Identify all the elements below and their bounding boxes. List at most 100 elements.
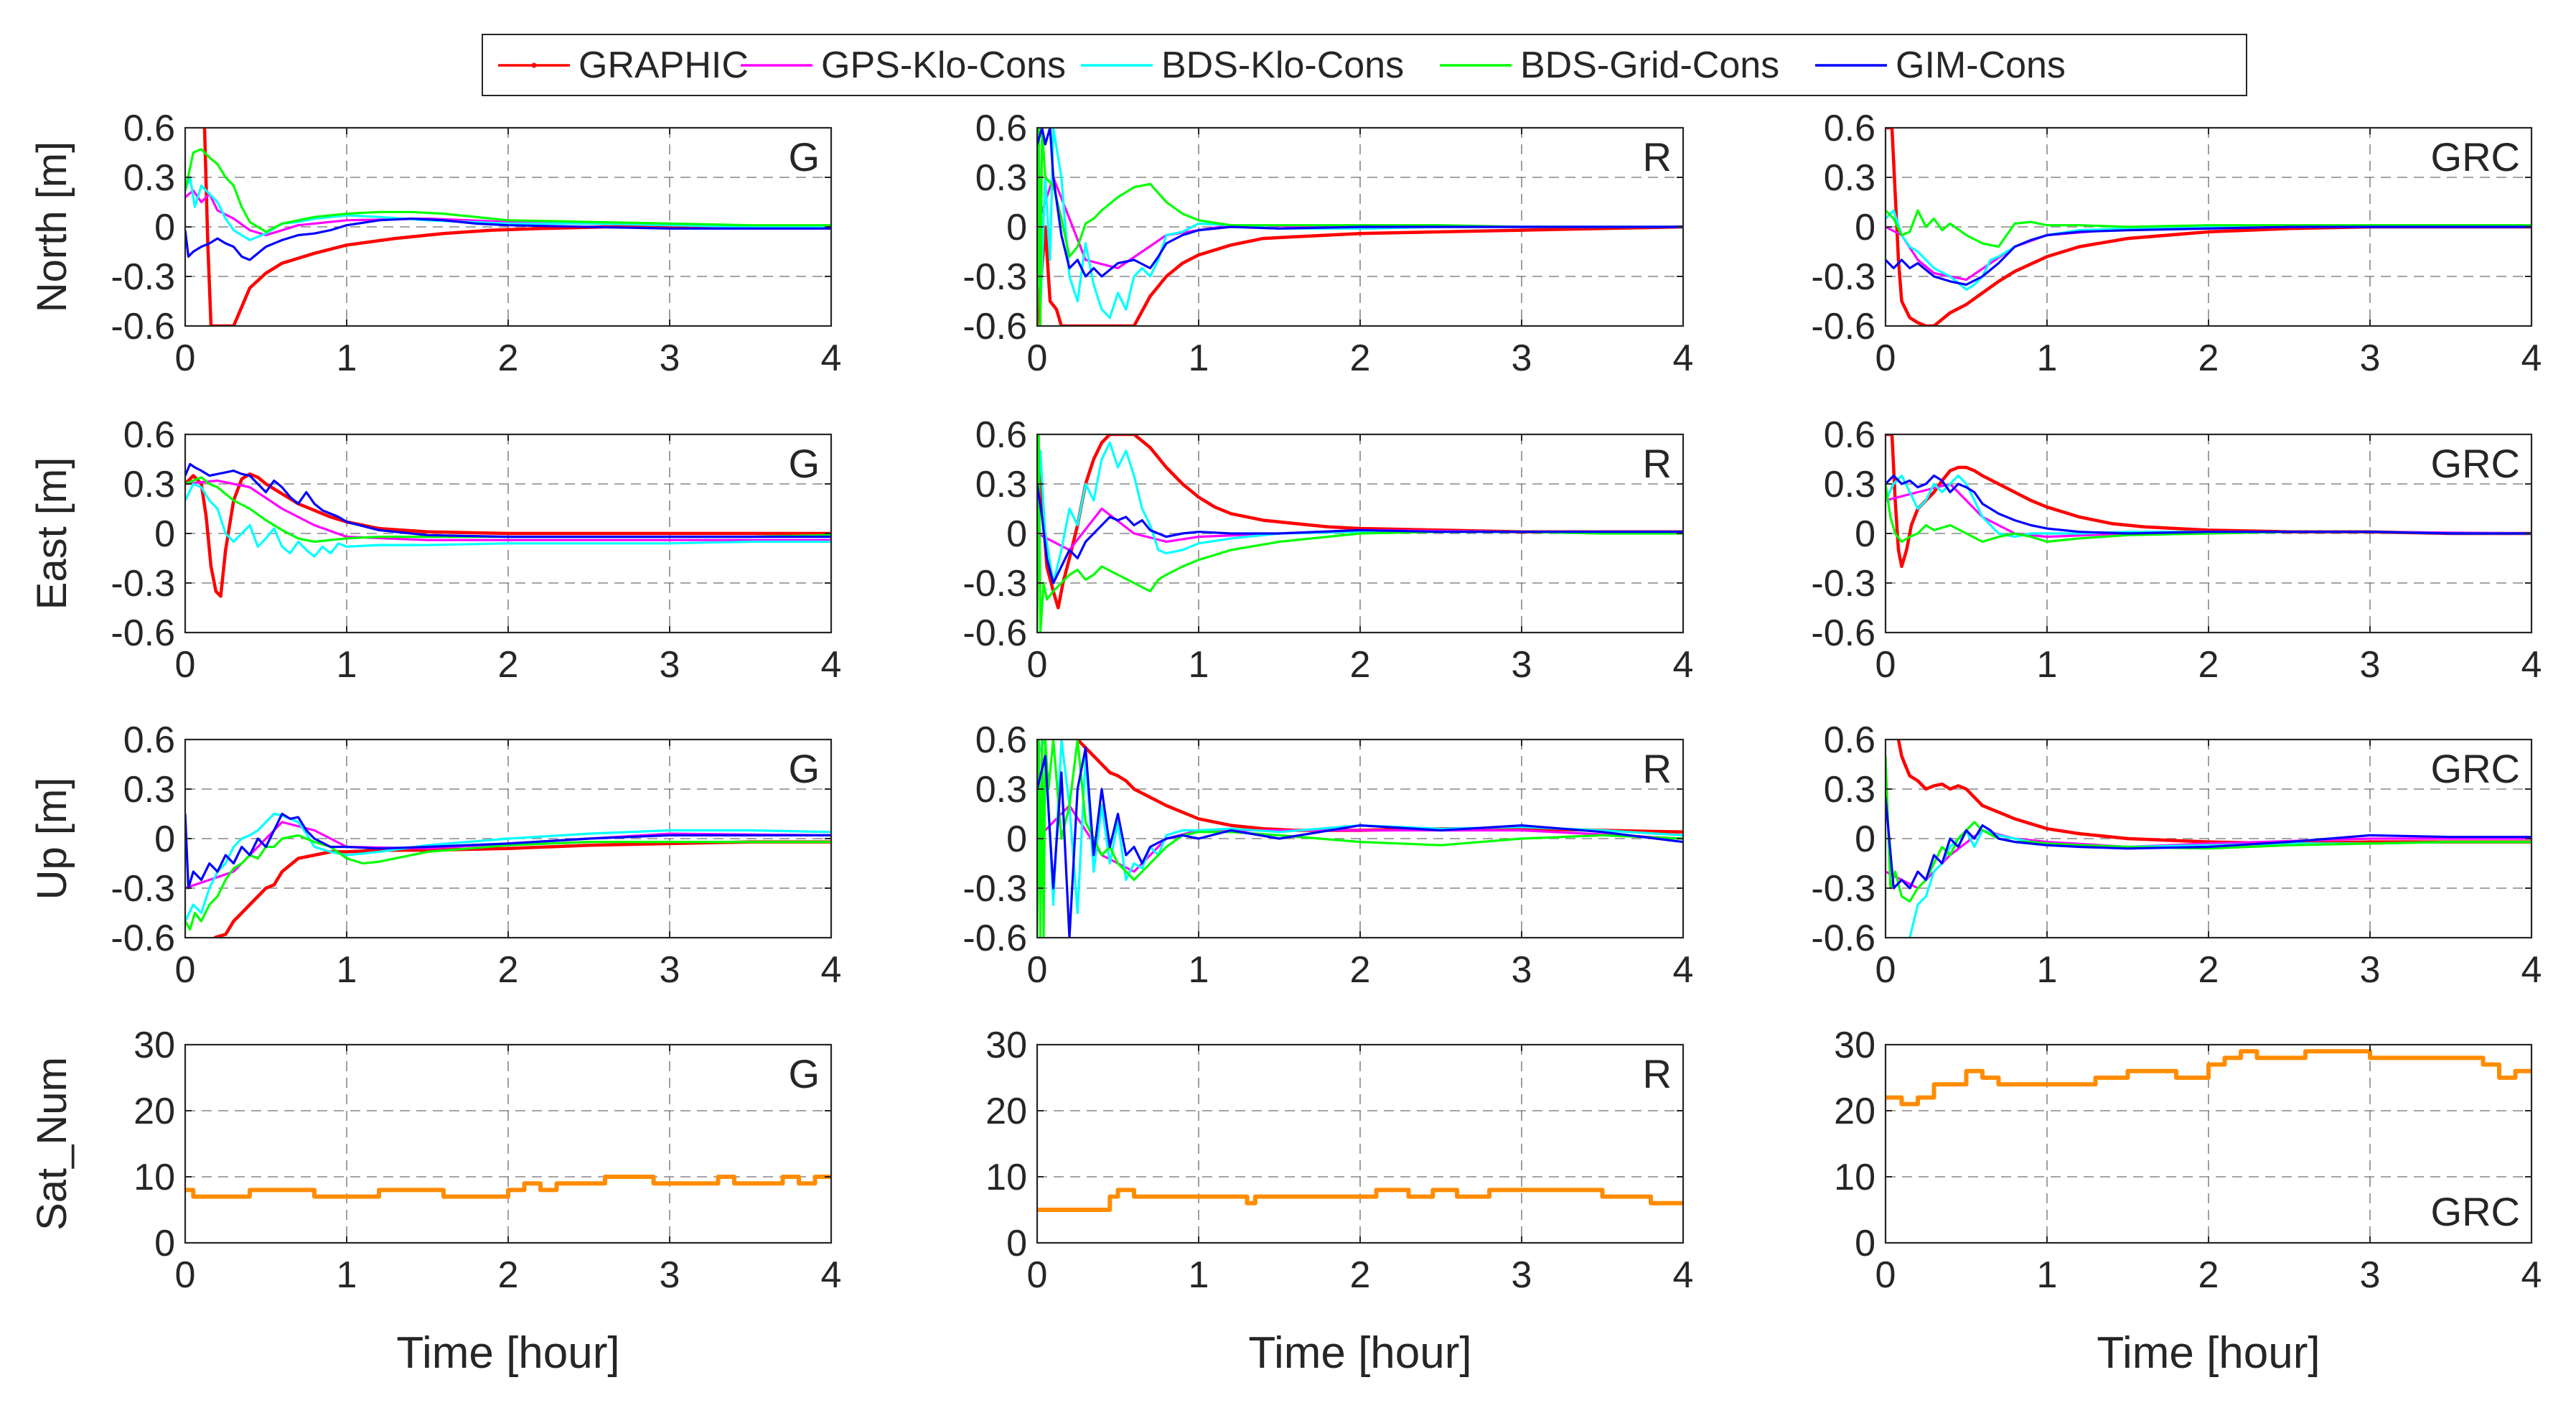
x-tick-label: 1 <box>2037 337 2058 379</box>
y-tick-label: -0.3 <box>963 868 1027 910</box>
y-tick-label: 0.6 <box>975 719 1027 761</box>
y-tick-label: 0.3 <box>123 157 175 199</box>
x-tick-label: 1 <box>337 1254 357 1296</box>
legend-label-graphic: GRAPHIC <box>579 45 749 86</box>
x-tick-label: 1 <box>1189 644 1209 686</box>
series-graphic <box>202 128 831 326</box>
x-tick-label: 1 <box>337 337 357 379</box>
series-gim-cons <box>1037 746 1683 938</box>
panel-tag: G <box>788 1051 820 1096</box>
y-tick-label: 0 <box>154 1223 175 1264</box>
y-tick-label: 0 <box>1855 1223 1875 1264</box>
series-gim-cons <box>1037 128 1683 278</box>
series-group <box>185 128 831 326</box>
series-gps-klo-cons <box>185 479 831 541</box>
legend-label-bds-klo-cons: BDS-Klo-Cons <box>1161 45 1404 86</box>
y-tick-label: 0.6 <box>123 414 175 456</box>
y-tick-label: 0.3 <box>975 464 1027 505</box>
panel-tag: G <box>788 441 820 486</box>
x-tick-label: 2 <box>1350 1254 1371 1296</box>
series-group <box>185 812 831 938</box>
y-tick-label: 0 <box>154 819 175 860</box>
x-tick-label: 0 <box>1875 1254 1896 1296</box>
panel-tag: R <box>1643 441 1672 486</box>
series-group <box>185 462 831 598</box>
y-tick-label: -0.6 <box>963 306 1027 348</box>
x-tick-label: 4 <box>1673 337 1694 379</box>
y-tick-label: -0.6 <box>111 306 175 348</box>
x-tick-label: 0 <box>1027 949 1048 991</box>
y-tick-label: -0.3 <box>111 563 175 605</box>
x-tick-label: 1 <box>337 644 357 686</box>
series-group <box>1886 740 2531 938</box>
y-tick-label: 10 <box>134 1157 175 1198</box>
x-tick-label: 0 <box>1027 337 1048 379</box>
series-group <box>1037 740 1683 938</box>
x-tick-label: 2 <box>498 337 519 379</box>
x-tick-label: 4 <box>821 337 842 379</box>
y-tick-label: 0 <box>1006 513 1027 555</box>
legend-marker-graphic <box>531 62 537 68</box>
series-bds-grid-cons <box>185 834 831 931</box>
panel-tag: R <box>1643 1051 1672 1096</box>
y-tick-label: -0.3 <box>1811 868 1875 910</box>
y-tick-label: 30 <box>985 1025 1027 1066</box>
x-tick-label: 1 <box>1189 949 1209 991</box>
y-tick-label: -0.3 <box>963 256 1027 298</box>
legend-item-graphic: GRAPHIC <box>498 45 749 86</box>
series-group <box>1037 434 1683 633</box>
x-tick-label: 2 <box>2198 949 2219 991</box>
x-tick-label: 3 <box>1512 337 1532 379</box>
series-graphic <box>1037 434 1683 610</box>
y-tick-label: 0 <box>1006 1223 1027 1264</box>
y-axis-label: Sat_Num <box>29 1057 75 1231</box>
panel-tag: GRC <box>2431 1189 2520 1234</box>
series-bds-grid-cons <box>1037 434 1683 633</box>
legend-item-bds-grid-cons: BDS-Grid-Cons <box>1440 45 1779 86</box>
x-tick-label: 4 <box>2521 337 2542 379</box>
x-tick-label: 3 <box>660 949 680 991</box>
y-tick-label: 0.6 <box>975 108 1027 149</box>
series-sat-num <box>185 1175 831 1199</box>
y-tick-label: 0.6 <box>1824 108 1875 149</box>
y-tick-label: 20 <box>134 1091 175 1132</box>
y-tick-label: 30 <box>134 1025 175 1066</box>
x-tick-label: 4 <box>1673 644 1694 686</box>
y-tick-label: 0 <box>1855 207 1875 248</box>
y-tick-label: 0.3 <box>1824 157 1875 199</box>
y-tick-label: 0.3 <box>123 464 175 505</box>
panel-tag: GRC <box>2431 134 2520 179</box>
x-tick-label: 0 <box>1875 949 1896 991</box>
y-tick-label: 0.3 <box>1824 464 1875 505</box>
series-group <box>1886 128 2531 326</box>
x-tick-label: 4 <box>1673 1254 1694 1296</box>
series-sat-num <box>1886 1049 2531 1106</box>
y-tick-label: -0.6 <box>1811 918 1875 959</box>
series-gim-cons <box>1886 797 2531 890</box>
y-axis-label: North [m] <box>29 141 75 313</box>
series-gim-cons <box>185 812 831 890</box>
legend-item-gps-klo-cons: GPS-Klo-Cons <box>741 45 1066 86</box>
y-tick-label: -0.6 <box>1811 306 1875 348</box>
panel-east-m-r: 0 1 2 3 4-0.6-0.300.30.6R <box>963 414 1693 686</box>
series-gim-cons <box>1886 474 2531 535</box>
panel-tag: GRC <box>2431 746 2520 791</box>
y-tick-label: 30 <box>1834 1025 1875 1066</box>
y-tick-label: -0.3 <box>111 256 175 298</box>
y-tick-label: 0.6 <box>123 108 175 149</box>
series-bds-grid-cons <box>1886 755 2531 903</box>
series-gim-cons <box>1886 225 2531 286</box>
x-tick-label: 0 <box>175 949 196 991</box>
x-tick-label: 2 <box>1350 644 1371 686</box>
x-tick-label: 0 <box>1027 644 1048 686</box>
panel-tag: G <box>788 746 820 791</box>
series-group <box>1037 1188 1683 1212</box>
panel-sat-num-r: 0 1 2 3 4 0 10 20 30 R Time [hour] <box>985 1025 1693 1378</box>
y-tick-label: 20 <box>1834 1091 1875 1132</box>
